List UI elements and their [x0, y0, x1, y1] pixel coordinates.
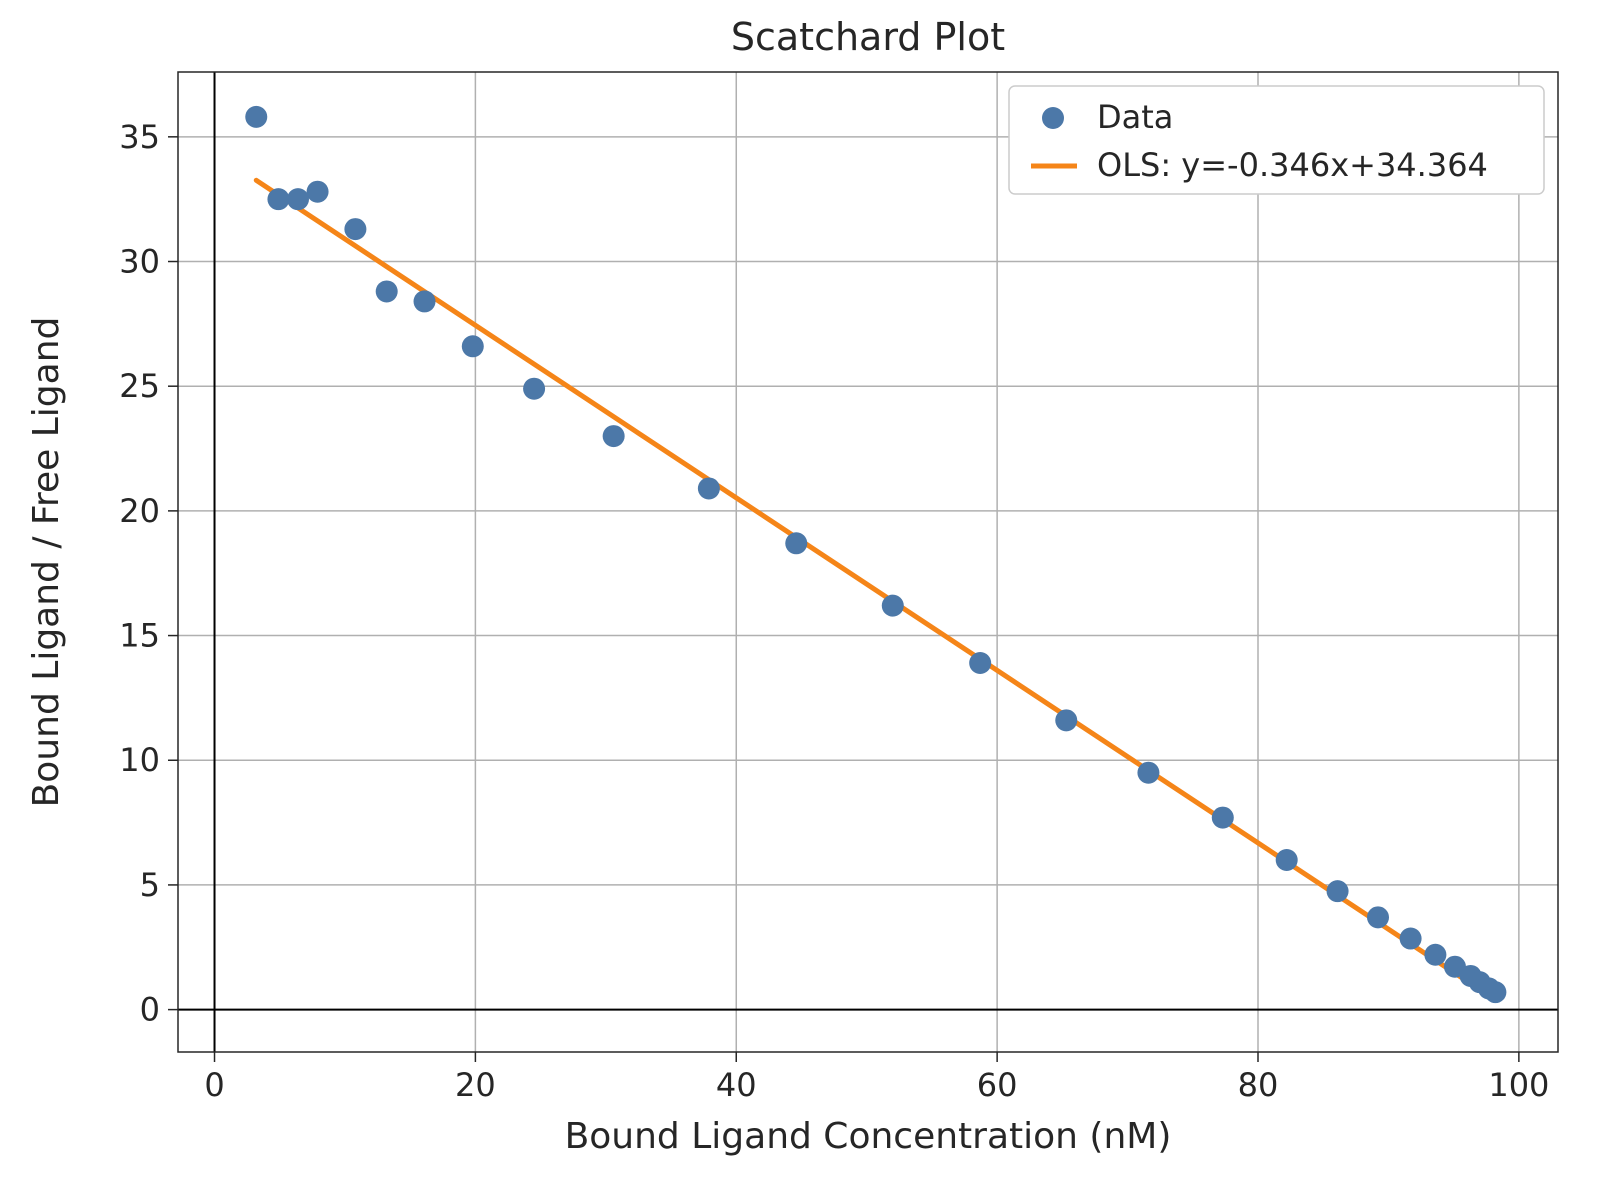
data-point — [603, 425, 625, 447]
data-point — [1484, 981, 1506, 1003]
data-point — [523, 378, 545, 400]
legend-label-ols: OLS: y=-0.346x+34.364 — [1097, 146, 1488, 184]
data-point — [1367, 906, 1389, 928]
x-axis-label: Bound Ligand Concentration (nM) — [565, 1116, 1172, 1157]
data-point — [785, 532, 807, 554]
legend-marker-data — [1042, 107, 1064, 129]
data-point — [267, 188, 289, 210]
data-point — [462, 335, 484, 357]
data-point — [882, 595, 904, 617]
x-tick-label: 0 — [204, 1066, 224, 1104]
data-point — [414, 290, 436, 312]
data-point — [376, 280, 398, 302]
legend: Data OLS: y=-0.346x+34.364 — [1009, 86, 1544, 194]
data-point — [1400, 928, 1422, 950]
data-point — [1137, 762, 1159, 784]
y-tick-label: 20 — [119, 492, 160, 530]
x-tick-label: 40 — [716, 1066, 757, 1104]
data-point — [1055, 709, 1077, 731]
data-point — [1327, 880, 1349, 902]
data-point — [344, 218, 366, 240]
y-tick-label: 5 — [140, 866, 160, 904]
data-point — [1212, 807, 1234, 829]
data-point — [698, 477, 720, 499]
data-point — [287, 188, 309, 210]
x-tick-label: 100 — [1488, 1066, 1549, 1104]
y-tick-label: 15 — [119, 617, 160, 655]
x-ticks: 0 20 40 60 80 100 — [204, 1052, 1549, 1104]
scatchard-chart: 0 20 40 60 80 100 0 5 10 15 20 25 30 35 Bound Ligand… — [0, 0, 1617, 1190]
y-tick-label: 35 — [119, 118, 160, 156]
x-tick-label: 20 — [455, 1066, 496, 1104]
data-point — [1424, 944, 1446, 966]
x-tick-label: 80 — [1238, 1066, 1279, 1104]
y-ticks: 0 5 10 15 20 25 30 35 — [119, 118, 178, 1029]
y-axis-label: Bound Ligand / Free Ligand — [26, 317, 67, 808]
data-point — [1276, 849, 1298, 871]
y-tick-label: 0 — [140, 991, 160, 1029]
y-tick-label: 25 — [119, 367, 160, 405]
data-point — [245, 106, 267, 128]
data-point — [307, 181, 329, 203]
chart-svg: 0 20 40 60 80 100 0 5 10 15 20 25 30 35 Bound Ligand… — [0, 0, 1617, 1190]
chart-title: Scatchard Plot — [731, 15, 1005, 59]
y-tick-label: 10 — [119, 741, 160, 779]
y-tick-label: 30 — [119, 243, 160, 281]
data-point — [969, 652, 991, 674]
legend-label-data: Data — [1097, 98, 1173, 136]
x-tick-label: 60 — [977, 1066, 1018, 1104]
